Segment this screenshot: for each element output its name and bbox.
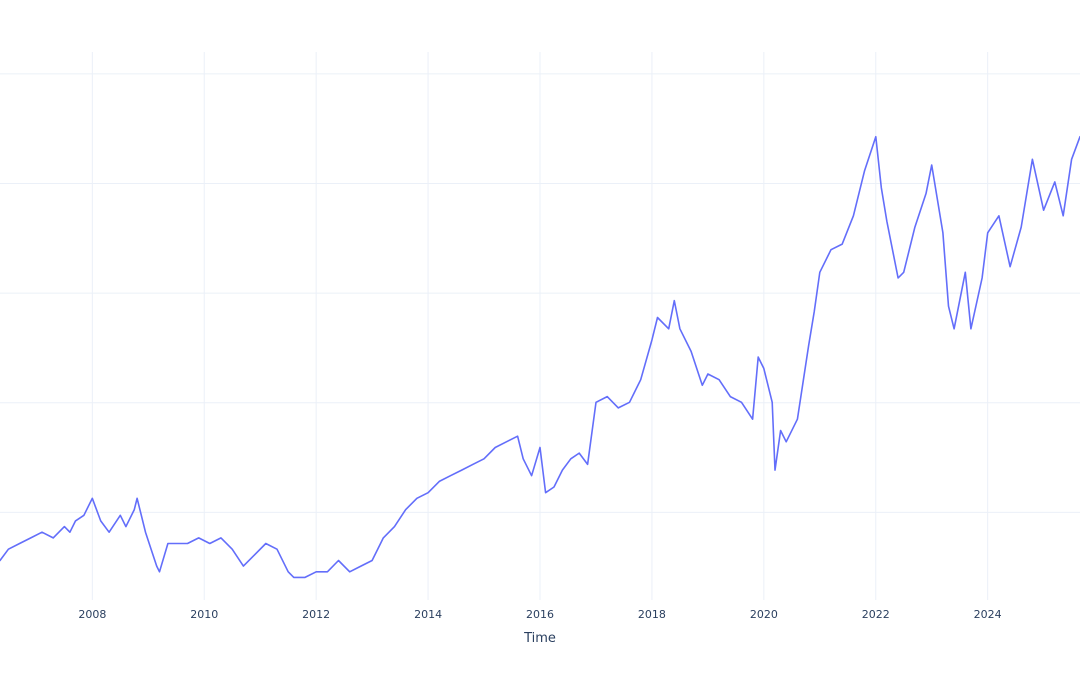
x-tick-label: 2024 <box>974 608 1002 621</box>
x-axis-ticks: 2008 2010 2012 2014 2016 2018 2020 2022 2024 <box>78 608 1001 621</box>
x-tick-label: 2020 <box>750 608 778 621</box>
x-axis-title: Time <box>523 631 556 646</box>
x-tick-label: 2008 <box>78 608 106 621</box>
x-tick-label: 2010 <box>190 608 218 621</box>
x-tick-label: 2022 <box>862 608 890 621</box>
x-tick-label: 2018 <box>638 608 666 621</box>
x-tick-label: 2016 <box>526 608 554 621</box>
series-layer <box>0 135 1080 579</box>
grid <box>0 52 1080 600</box>
x-tick-label: 2012 <box>302 608 330 621</box>
x-tick-label: 2014 <box>414 608 442 621</box>
series-line <box>0 135 1080 579</box>
